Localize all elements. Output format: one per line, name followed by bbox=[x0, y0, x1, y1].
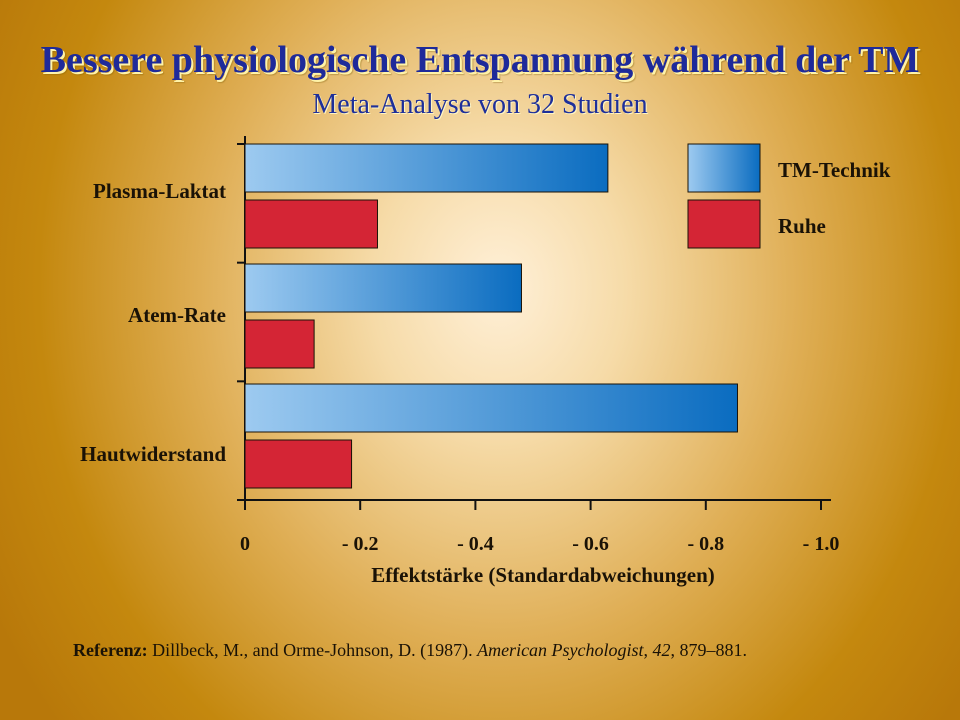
legend-swatch bbox=[687, 143, 761, 193]
labels: 0 - 0.2 - 0.4 - 0.6 - 0.8 - 1.0 Effektstärke (… bbox=[80, 179, 839, 587]
x-tick-label: - 0.8 bbox=[687, 533, 724, 555]
bar-tm-technik bbox=[244, 143, 609, 193]
bar-ruhe bbox=[244, 439, 353, 489]
legend-label: TM-Technik bbox=[778, 158, 891, 182]
chart-subtitle: Meta-Analyse von 32 Studien bbox=[312, 89, 648, 120]
x-tick-label: - 0.4 bbox=[457, 533, 494, 555]
x-axis-label: Effektstärke (Standardabweichungen) bbox=[371, 563, 715, 587]
reference: Referenz: Dillbeck, M., and Orme-Johnson… bbox=[73, 640, 748, 660]
reference-authors: Dillbeck, M., and Orme-Johnson, D. (1987… bbox=[152, 640, 473, 660]
bar-tm-technik bbox=[244, 383, 738, 433]
chart-title: Bessere physiologische Entspannung währe… bbox=[40, 39, 920, 81]
category-label: Plasma-Laktat bbox=[93, 179, 226, 203]
x-tick-label: 0 bbox=[240, 533, 250, 555]
reference-pages: 879–881. bbox=[679, 640, 748, 660]
category-label: Atem-Rate bbox=[128, 303, 226, 327]
reference-volume: 42 bbox=[652, 640, 671, 660]
category-label: Hautwiderstand bbox=[80, 442, 226, 466]
x-tick-label: - 0.2 bbox=[342, 533, 379, 555]
bar-tm-technik bbox=[244, 263, 522, 313]
bar-ruhe bbox=[244, 199, 378, 249]
bars bbox=[244, 143, 738, 489]
reference-label: Referenz: bbox=[73, 640, 148, 660]
bar-ruhe bbox=[244, 319, 315, 369]
legend: TM-Technik Ruhe bbox=[687, 143, 891, 249]
x-tick-label: - 0.6 bbox=[572, 533, 609, 555]
legend-swatch bbox=[687, 199, 761, 249]
reference-journal: American Psychologist bbox=[477, 640, 644, 660]
x-tick-label: - 1.0 bbox=[803, 533, 840, 555]
legend-label: Ruhe bbox=[778, 214, 826, 238]
